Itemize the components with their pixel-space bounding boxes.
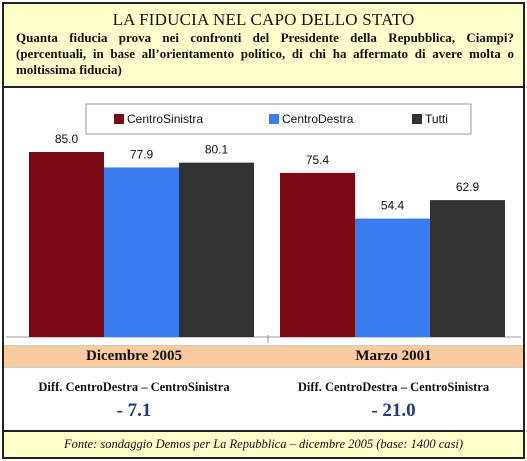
legend-swatch (269, 114, 279, 124)
legend-swatch (114, 114, 124, 124)
bar-centrosinistra-1 (280, 172, 355, 337)
bar-centrodestra-1 (355, 218, 430, 337)
diff-label-2001: Diff. CentroDestra – CentroSinistra (297, 380, 490, 394)
period-label-2005: Dicembre 2005 (86, 348, 182, 364)
bar-value-label: 75.4 (306, 153, 330, 167)
diff-value-2005: - 7.1 (116, 400, 152, 421)
legend-label: Tutti (425, 112, 448, 126)
bar-value-label: 85.0 (55, 132, 79, 146)
bar-tutti-1 (430, 200, 505, 337)
bar-centrodestra-0 (104, 167, 179, 337)
chart-subtitle: Quanta fiducia prova nei confronti del P… (16, 30, 514, 77)
period-label-2001: Marzo 2001 (355, 348, 432, 364)
source-footer: Fonte: sondaggio Demos per La Repubblica… (4, 430, 523, 457)
diff-label-2005: Diff. CentroDestra – CentroSinistra (38, 380, 230, 394)
bar-value-label: 54.4 (381, 199, 405, 213)
bar-centrosinistra-0 (29, 152, 104, 337)
bar-chart: CentroSinistra CentroDestra Tutti 85.0 77.9 8… (6, 103, 521, 343)
diff-value-2001: - 21.0 (371, 400, 416, 421)
chart-header: LA FIDUCIA NEL CAPO DELLO STATO Quanta f… (4, 4, 523, 88)
bar-value-label: 62.9 (456, 180, 480, 194)
bar-tutti-0 (179, 162, 254, 337)
period-bar: Dicembre 2005 Marzo 2001 (4, 345, 523, 368)
legend-label: CentroDestra (282, 112, 354, 126)
bar-value-label: 77.9 (130, 147, 154, 161)
chart-title: LA FIDUCIA NEL CAPO DELLO STATO (112, 10, 415, 29)
bar-value-label: 80.1 (205, 143, 229, 157)
legend-swatch (412, 114, 422, 124)
legend-label: CentroSinistra (127, 112, 203, 126)
